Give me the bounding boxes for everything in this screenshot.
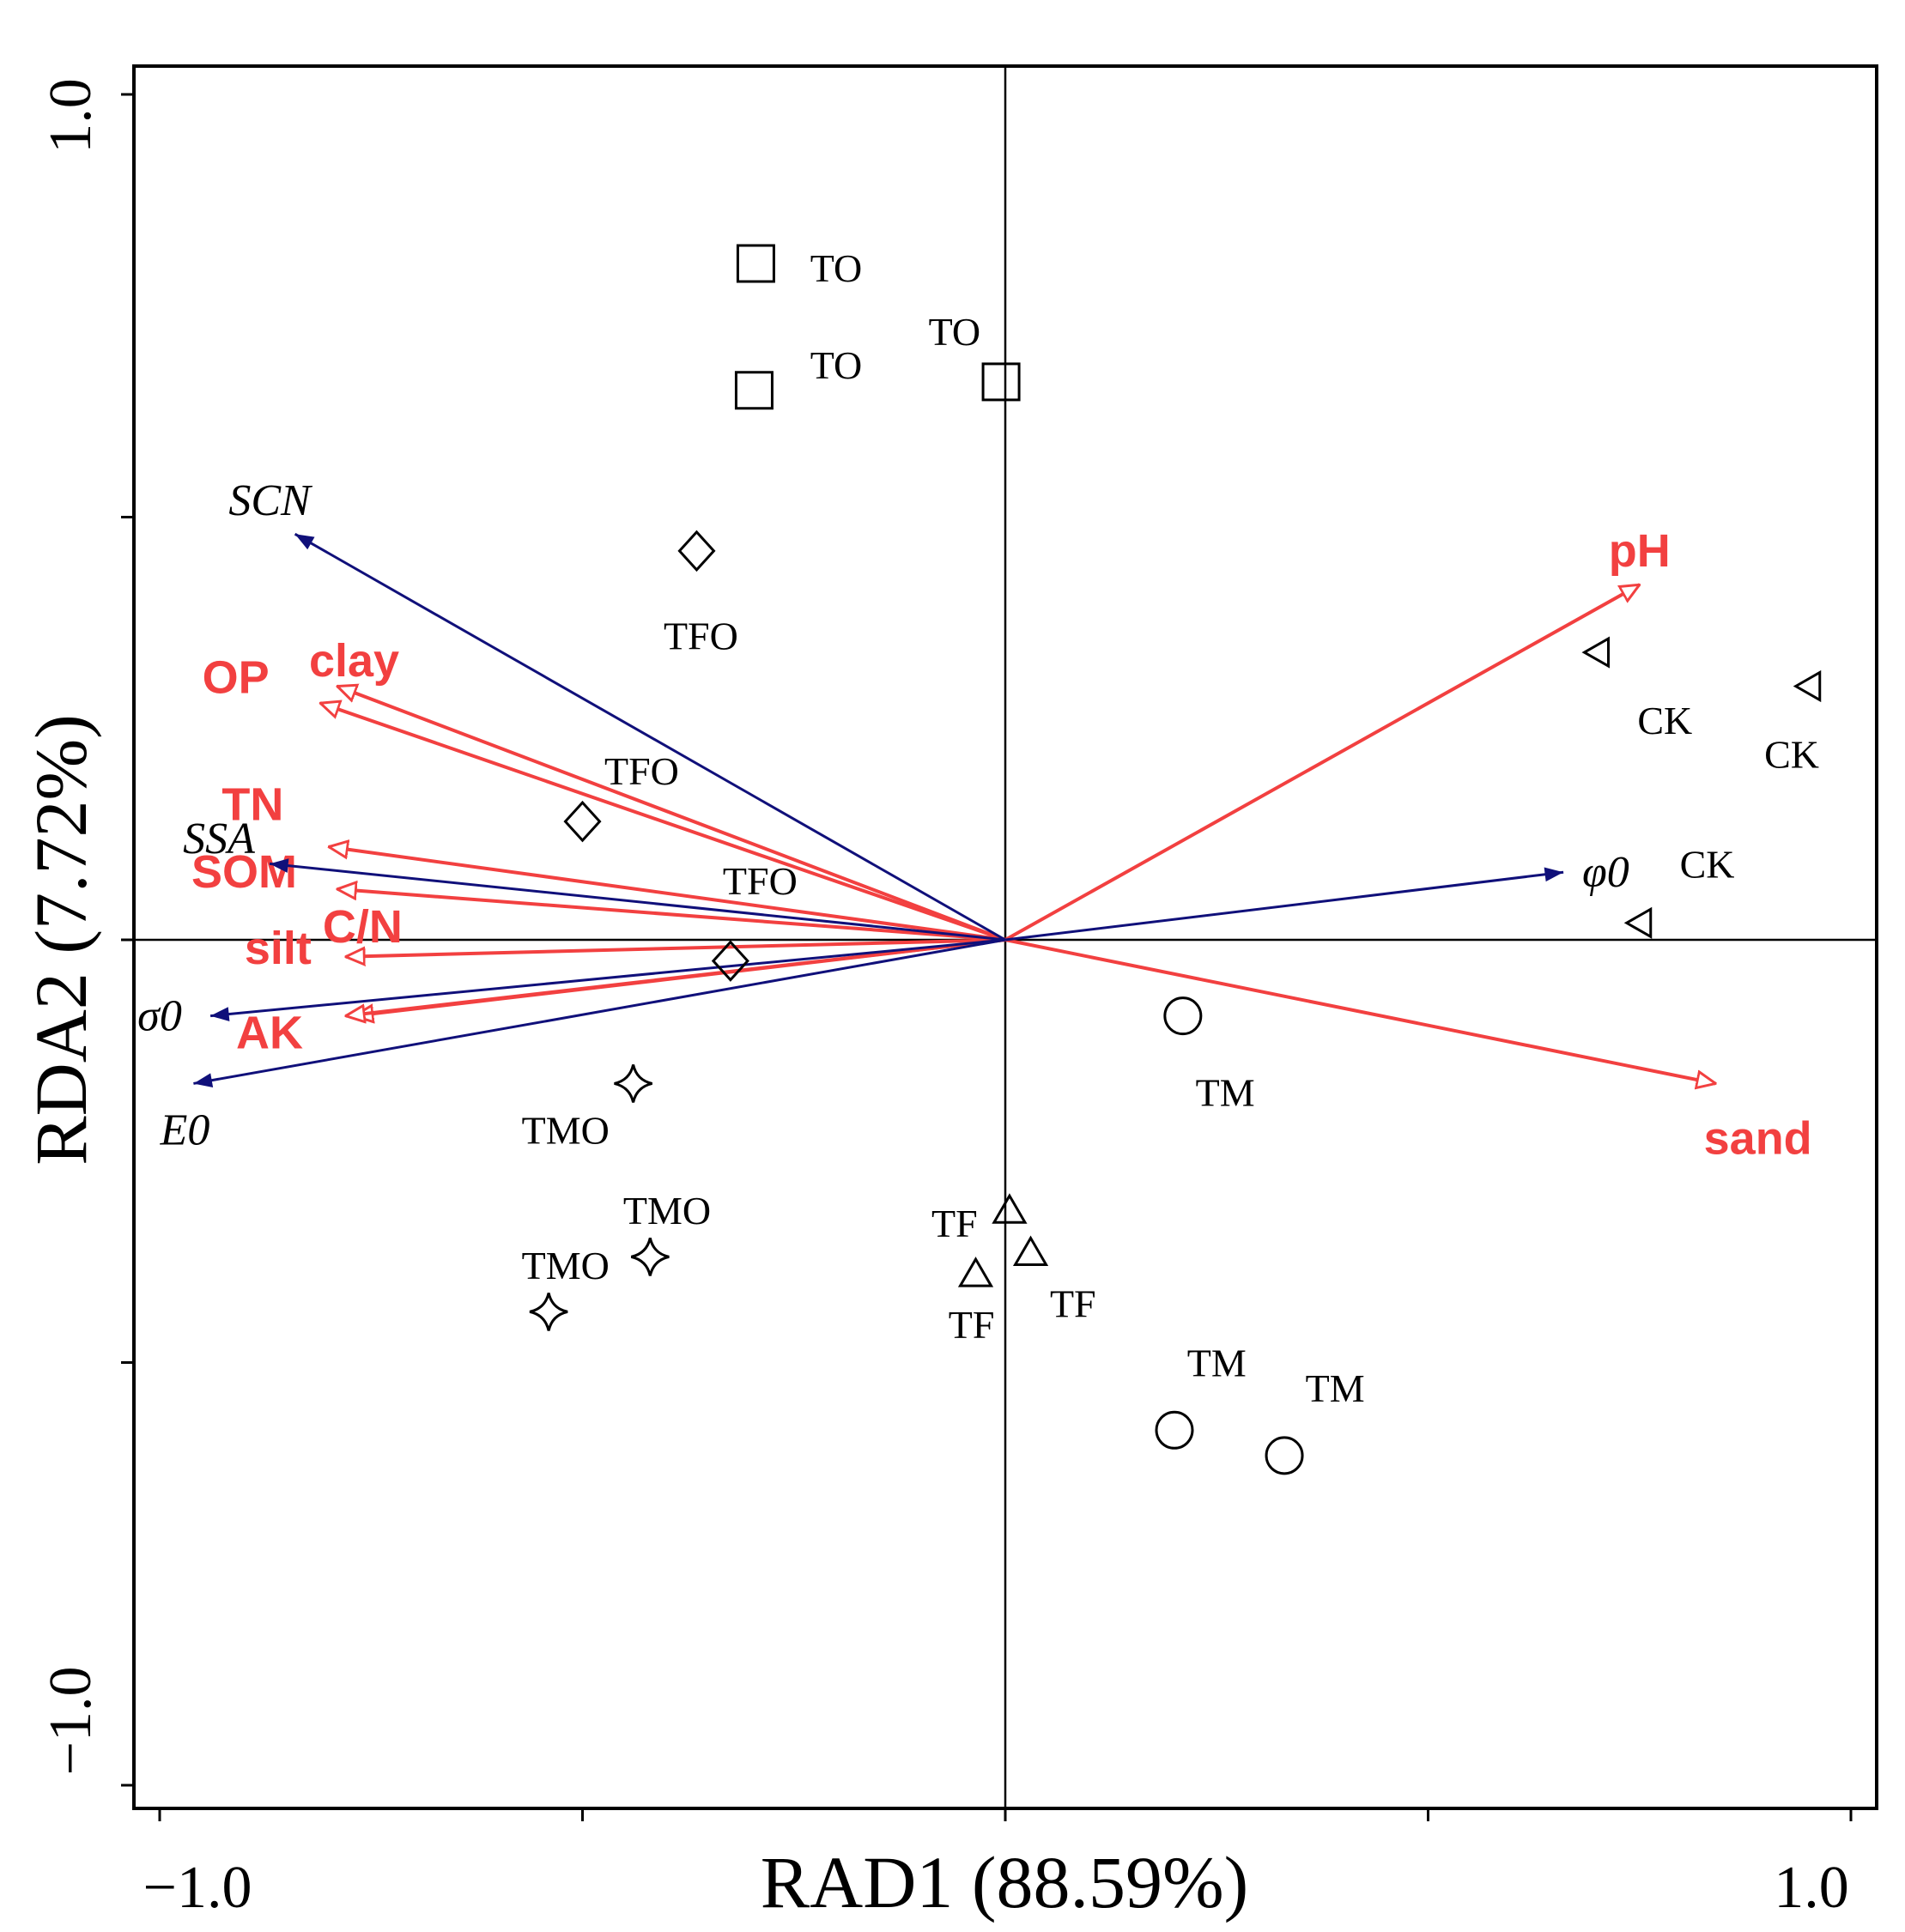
site-marker-tm (1265, 1436, 1304, 1475)
site-label-tm: TM (1187, 1341, 1247, 1385)
env-label-ph: pH (1609, 525, 1671, 577)
env-label-silt: silt (245, 923, 312, 974)
site-marker-tmo (614, 1064, 652, 1103)
site-label-ck: CK (1680, 842, 1735, 886)
site-label-tm: TM (1306, 1366, 1365, 1410)
x-tick-label-max: 1.0 (1774, 1855, 1849, 1921)
site-marker-tfo (677, 530, 716, 572)
site-marker-to (736, 244, 775, 283)
site-marker-ck (1581, 636, 1610, 669)
y-tick-label-min: −1.0 (38, 1667, 104, 1776)
site-label-to: TO (810, 246, 863, 290)
response-arrow-σ0 (209, 938, 1006, 1021)
site-label-tm: TM (1196, 1070, 1255, 1114)
env-label-op: OP (203, 652, 270, 704)
site-label-tf: TF (931, 1202, 978, 1245)
site-marker-tm (1163, 996, 1203, 1036)
site-label-to: TO (929, 310, 981, 354)
env-label-tn: TN (221, 778, 283, 830)
y-tick-label-max: 1.0 (38, 78, 104, 154)
site-marker-tfo (711, 940, 749, 982)
axis-ticks (121, 93, 1853, 1821)
env-label-clay: clay (309, 635, 399, 687)
site-label-tmo: TMO (522, 1109, 610, 1153)
site-markers (529, 244, 1822, 1475)
env-label-c-n: C/N (323, 901, 403, 953)
env-arrow-sand (1004, 938, 1715, 1083)
site-label-tfo: TFO (664, 614, 738, 657)
env-arrow-clay (337, 687, 1006, 942)
env-arrow-op (320, 703, 1006, 942)
env-label-ak: AK (236, 1007, 303, 1058)
site-marker-tf (1012, 1235, 1049, 1266)
x-tick-label-min: −1.0 (143, 1855, 252, 1921)
site-label-tmo: TMO (623, 1189, 711, 1232)
site-marker-tfo (563, 800, 602, 843)
site-label-tfo: TFO (723, 859, 798, 903)
site-label-tmo: TMO (522, 1244, 610, 1287)
response-label-φ0: φ0 (1582, 848, 1629, 897)
env-arrow-tn (329, 847, 1006, 942)
response-label-σ0: σ0 (137, 992, 182, 1041)
response-arrow-scn (294, 532, 1006, 942)
site-marker-tf (992, 1193, 1028, 1224)
env-arrow-ak (346, 938, 1006, 1016)
response-label-e0: E0 (160, 1106, 210, 1155)
response-arrow-e0 (193, 938, 1006, 1087)
response-arrow-φ0 (1004, 867, 1564, 942)
site-marker-ck (1793, 669, 1822, 703)
response-label-scn: SCN (228, 476, 313, 525)
site-label-tf: TF (949, 1303, 995, 1347)
site-label-tf: TF (1050, 1282, 1096, 1326)
site-label-ck: CK (1764, 732, 1819, 776)
site-marker-tmo (529, 1293, 568, 1331)
y-axis-title: RDA2 (7.72%) (20, 714, 102, 1166)
site-marker-tm (1155, 1410, 1194, 1450)
x-axis-title: RAD1 (88.59%) (761, 1841, 1249, 1923)
env-label-sand: sand (1704, 1112, 1812, 1164)
site-labels: TO TO TO TFO TFO TFO CK CK CK TM TM TM TMO TMO TMO TF TF… (522, 246, 1819, 1410)
env-arrow-som (337, 889, 1006, 942)
env-arrow-c-n (346, 938, 1006, 957)
env-arrow-ph (1004, 584, 1640, 942)
response-label-ssa: SSA (183, 815, 255, 863)
site-marker-tf (957, 1257, 994, 1287)
site-label-to: TO (810, 343, 863, 387)
response-arrow-ssa (269, 858, 1006, 942)
site-marker-ck (1623, 906, 1653, 939)
site-label-tfo: TFO (604, 749, 679, 793)
site-marker-to (981, 362, 1021, 402)
site-marker-to (734, 371, 774, 410)
site-marker-tmo (630, 1238, 670, 1276)
response-vectors: SCN SSA φ0 σ0 E0 (137, 476, 1629, 1155)
site-label-ck: CK (1637, 699, 1692, 742)
